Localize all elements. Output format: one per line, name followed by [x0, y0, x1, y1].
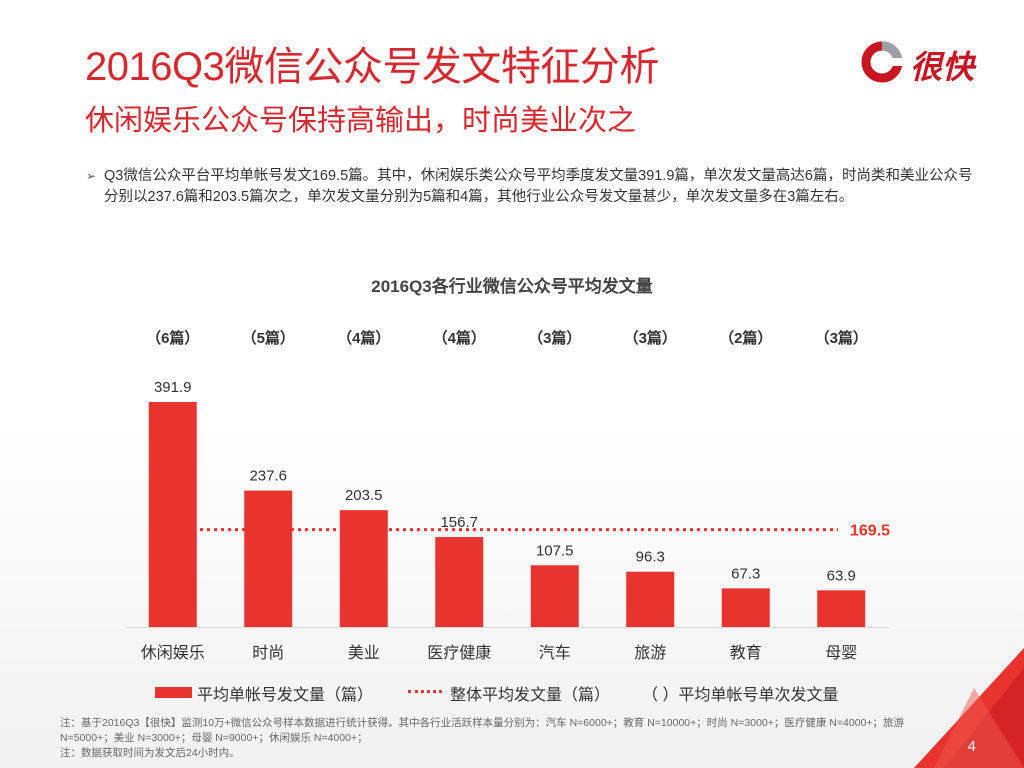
legend-bar-swatch	[155, 687, 192, 698]
bar-1	[148, 402, 197, 627]
chart-title: 2016Q3各行业微信公众号平均发文量	[371, 277, 653, 296]
summary-text: Q3微信公众平台平均单帐号发文169.5篇。其中，休闲娱乐类公众号平均季度发文量…	[104, 168, 973, 205]
bar-7	[721, 588, 770, 627]
bar-2	[244, 490, 293, 627]
bar-value-label: 156.7	[440, 514, 478, 531]
x-tick-label: 旅游	[634, 644, 666, 662]
x-tick-label: 美业	[348, 644, 380, 662]
average-line-label: 169.5	[850, 523, 890, 540]
x-tick-label: 医疗健康	[427, 644, 491, 662]
bar-3	[339, 510, 388, 627]
x-tick-label: 休闲娱乐	[141, 644, 205, 662]
legend-per-post-label: （ ）平均单帐号单次发文量	[642, 687, 839, 704]
x-tick-label: 母婴	[825, 645, 857, 662]
logo-ring-icon	[861, 41, 904, 83]
legend-bar-label: 平均单帐号发文量（篇）	[197, 687, 374, 704]
bar-value-label: 237.6	[249, 468, 287, 485]
bar-value-label: 107.5	[536, 542, 574, 559]
bar-value-label: 391.9	[154, 379, 192, 396]
logo-text: 很快	[910, 49, 975, 85]
page-title: 2016Q3微信公众号发文特征分析	[85, 45, 659, 89]
per-post-label: （4篇）	[337, 329, 390, 347]
x-tick-label: 时尚	[252, 644, 284, 662]
per-post-label: （3篇）	[624, 329, 677, 347]
bar-value-label: 96.3	[636, 549, 665, 566]
per-post-label: （5篇）	[242, 329, 295, 347]
legend-line-label: 整体平均发文量（篇）	[450, 687, 611, 704]
footnote: 注：基于2016Q3【很快】监测10万+微信公众号样本数据进行统计获得。其中各行…	[60, 716, 930, 761]
arrow-bullet-icon: ➢	[86, 169, 97, 183]
legend-line-swatch	[408, 690, 442, 693]
x-tick-label: 教育	[730, 644, 762, 662]
summary-bullet: ➢ Q3微信公众平台平均单帐号发文169.5篇。其中，休闲娱乐类公众号平均季度发…	[86, 166, 976, 208]
page-number: 4	[967, 738, 976, 755]
corner-decoration	[914, 648, 1024, 768]
per-post-label: （2篇）	[719, 329, 772, 347]
bar-value-label: 203.5	[345, 487, 383, 504]
footnote-line-1: 注：基于2016Q3【很快】监测10万+微信公众号样本数据进行统计获得。其中各行…	[60, 717, 905, 744]
per-post-label: （6篇）	[146, 329, 199, 347]
bar-value-label: 63.9	[827, 567, 856, 584]
footnote-line-2: 注：数据获取时间为发文后24小时内。	[60, 747, 240, 759]
bar-5	[530, 565, 579, 627]
bar-8	[817, 590, 866, 627]
per-post-label: （3篇）	[815, 329, 868, 347]
x-tick-label: 汽车	[539, 644, 571, 662]
page-subtitle: 休闲娱乐公众号保持高输出，时尚美业次之	[85, 105, 637, 137]
bar-value-label: 67.3	[731, 565, 760, 582]
legend-item-per-post: （ ）平均单帐号单次发文量	[642, 681, 838, 705]
per-post-label: （3篇）	[528, 329, 581, 347]
per-post-label: （4篇）	[433, 329, 486, 347]
bar-6	[626, 571, 675, 627]
bar-4	[435, 537, 484, 627]
logo: 很快	[860, 40, 990, 85]
